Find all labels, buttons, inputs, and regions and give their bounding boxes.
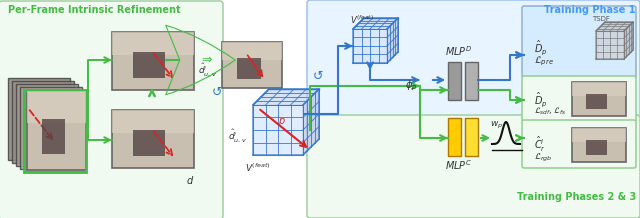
Text: $\hat{d}^i_{u,v}$: $\hat{d}^i_{u,v}$ [228,128,247,145]
Bar [132,52,165,78]
Bar [112,32,194,55]
Bar [42,119,65,154]
Text: $\phi_p$: $\phi_p$ [405,79,417,93]
Polygon shape [353,18,398,29]
Polygon shape [596,31,624,59]
Text: ↺: ↺ [313,70,323,82]
Text: Training Phases 2 & 3: Training Phases 2 & 3 [516,192,636,202]
Polygon shape [624,22,633,59]
Bar [572,128,626,142]
Text: $\hat{d}^i_{u,v}$: $\hat{d}^i_{u,v}$ [198,61,217,78]
Bar [572,82,626,116]
Bar [222,42,282,88]
FancyBboxPatch shape [522,6,636,78]
Bar [112,32,194,90]
Bar [465,118,478,156]
Text: $w_p$: $w_p$ [490,119,503,131]
Bar [222,42,282,60]
Text: $\mathcal{L}_{pre}$: $\mathcal{L}_{pre}$ [534,54,554,68]
Bar [16,84,78,166]
Polygon shape [253,105,303,155]
FancyBboxPatch shape [307,115,640,218]
Text: $d$: $d$ [186,174,194,186]
Text: $\mathcal{L}_{rgb}$: $\mathcal{L}_{rgb}$ [534,152,553,164]
Bar [237,58,261,79]
Bar [20,87,82,169]
Text: ↺: ↺ [212,85,222,99]
Bar [24,90,86,172]
FancyBboxPatch shape [522,120,636,168]
Text: $\hat{C}^i_r$: $\hat{C}^i_r$ [534,134,546,154]
Bar [27,91,86,170]
Bar [24,90,86,172]
Bar [132,130,165,156]
Text: ⇒: ⇒ [202,53,212,66]
Text: $\mathcal{L}_{sdf},\mathcal{L}_{fs}$: $\mathcal{L}_{sdf},\mathcal{L}_{fs}$ [534,106,566,117]
Text: $\hat{D}_p$: $\hat{D}_p$ [534,39,548,57]
Text: $\hat{D}_p$: $\hat{D}_p$ [534,91,548,109]
Text: $V^{(feat)}$: $V^{(feat)}$ [245,162,271,174]
Bar [586,94,607,109]
Polygon shape [303,89,319,155]
Bar [465,62,478,100]
Text: Per-Frame Intrinsic Refinement: Per-Frame Intrinsic Refinement [8,5,180,15]
Text: $MLP^C$: $MLP^C$ [445,158,472,172]
Bar [448,118,461,156]
FancyBboxPatch shape [307,0,640,133]
Text: Training Phase 1: Training Phase 1 [545,5,636,15]
Text: TSDF: TSDF [592,16,610,22]
Polygon shape [596,22,633,31]
Text: $MLP^D$: $MLP^D$ [445,44,473,58]
FancyBboxPatch shape [522,76,636,122]
Bar [12,81,74,163]
Polygon shape [387,18,398,63]
Bar [27,91,86,123]
Bar [572,82,626,96]
Polygon shape [353,29,387,63]
Text: $p$: $p$ [278,116,286,128]
FancyBboxPatch shape [0,1,223,218]
Bar [8,78,70,160]
Bar [586,140,607,155]
Text: $V^{(feat)}$: $V^{(feat)}$ [350,14,374,26]
Bar [448,62,461,100]
Bar [112,110,194,133]
Polygon shape [253,89,319,105]
Bar [572,128,626,162]
Bar [112,110,194,168]
